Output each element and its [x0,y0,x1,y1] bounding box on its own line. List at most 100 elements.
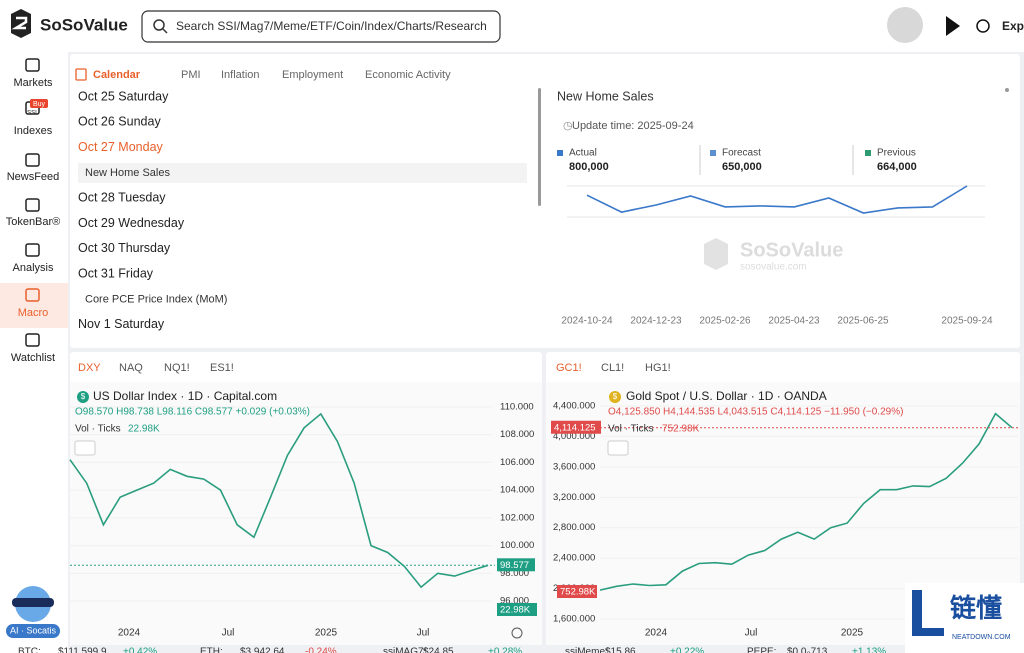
ticker-symbol: ETH: [200,647,223,653]
y-tick-label: 110.000 [500,402,534,413]
nav-icon[interactable] [25,288,40,302]
calendar-event[interactable]: New Home Sales [85,167,170,179]
x-tick-label: 2024-10-24 [561,316,613,327]
chart-tab[interactable]: DXY [78,362,101,374]
chart-tab[interactable]: ES1! [210,362,234,374]
nav-badge [30,99,48,108]
clock-icon[interactable] [976,19,990,33]
ohlc: O98.570 H98.738 L98.116 C98.577 +0.029 (… [75,407,310,418]
symbol-badge-text: $ [613,392,618,401]
y-tick-label: 1,600.000 [553,614,595,625]
ticker-change: -0.24% [305,647,337,653]
calendar-tab[interactable]: Economic Activity [365,69,451,81]
stat-value: 800,000 [569,161,609,173]
nav-label[interactable]: NewsFeed [7,171,60,183]
y-tick-label: 108.000 [500,429,534,440]
x-tick-label: Jul [417,628,430,639]
ohlc: O4,125.850 H4,144.535 L4,043.515 C4,114.… [608,407,903,418]
calendar-date[interactable]: Oct 27 Monday [78,140,164,154]
x-tick-label: 2025 [841,628,864,639]
ticker-price: $15.86 [605,647,636,653]
nav-label[interactable]: TokenBar® [6,216,61,228]
volume-tag-text: 22.98K [500,605,531,616]
calendar-date[interactable]: Oct 31 Friday [78,266,154,280]
x-tick-label: 2024-12-23 [630,316,682,327]
scroll-dot [1005,88,1009,92]
expand-label[interactable]: Expa [1002,19,1024,33]
calendar-date[interactable]: Oct 26 Sunday [78,115,161,129]
ticker-symbol: PEPE: [747,647,776,653]
nav-label[interactable]: Watchlist [11,352,55,364]
calendar-date[interactable]: Oct 29 Wednesday [78,216,185,230]
avatar[interactable] [887,7,923,43]
chart-tab[interactable]: NQ1! [164,362,190,374]
volume-tag [497,603,537,616]
price-tag-text: 4,114.125 [554,422,596,433]
x-tick-label: 2024 [645,628,668,639]
stat-label: Forecast [722,148,761,159]
y-tick-label: 96.000 [500,596,529,607]
chart-tab[interactable]: NAQ [119,362,143,374]
collapse-button[interactable] [74,440,96,456]
nav-icon[interactable] [25,243,40,257]
y-tick-label: 2,800.000 [553,522,595,533]
site-watermark-sub: NEATDOWN.COM [952,634,1011,641]
x-tick-label: 2025 [315,628,338,639]
nav-label[interactable]: Indexes [14,125,53,137]
x-tick-label: 2024 [118,628,141,639]
nav-icon[interactable] [25,333,40,347]
ticker-change: +0.22% [670,647,704,653]
stat-marker [865,150,871,156]
settings-icon[interactable] [511,627,523,639]
calendar-event[interactable]: Core PCE Price Index (MoM) [85,293,227,305]
x-tick-label: 2025-02-26 [699,316,751,327]
y-tick-label: 104.000 [500,485,534,496]
x-tick-label: Jul [222,628,235,639]
play-button[interactable] [946,16,960,36]
clock-icon: ◷ [563,120,573,132]
x-tick-label: 2025-06-25 [837,316,889,327]
assistant-label[interactable]: AI · Socatis [10,625,57,635]
calendar-date[interactable]: Oct 25 Saturday [78,89,169,103]
line-series [586,185,968,214]
y-tick-label: 3,200.000 [553,492,595,503]
logo-icon [11,9,31,38]
x-tick-label: 2025-04-23 [768,316,820,327]
search-box[interactable] [141,10,501,43]
calendar-icon [75,68,87,81]
calendar-date[interactable]: Oct 28 Tuesday [78,190,166,204]
chart-tab[interactable]: HG1! [645,362,671,374]
assistant-pill[interactable] [6,624,60,638]
calendar-tab[interactable]: Inflation [221,69,260,81]
chart-tab[interactable]: GC1! [556,362,582,374]
stat-label: Actual [569,148,597,159]
calendar-tab[interactable]: PMI [181,69,201,81]
x-tick-label: 2025-09-24 [941,316,993,327]
calendar-panel [70,54,1020,348]
ticker-symbol: BTC: [18,647,41,653]
calendar-date[interactable]: Nov 1 Saturday [78,317,165,331]
nav-icon[interactable] [25,153,40,167]
nav-label[interactable]: Analysis [13,262,54,274]
ticker-change: +1.13% [852,647,886,653]
chart-title: Gold Spot / U.S. Dollar · 1D · OANDA [626,389,827,403]
calendar-tab[interactable]: Employment [282,69,343,81]
update-time: Update time: 2025-09-24 [572,120,694,132]
calendar-date[interactable]: Oct 30 Thursday [78,241,171,255]
chart-tab[interactable]: CL1! [601,362,624,374]
y-tick-label: 4,400.000 [553,401,595,412]
calendar-tab[interactable]: Calendar [93,69,141,81]
symbol-badge-text: $ [81,392,86,401]
nav-label[interactable]: Macro [18,307,49,319]
price-tag [497,558,535,572]
nav-icon[interactable] [25,58,40,72]
line-series [599,412,1013,591]
nav-icon[interactable] [25,198,40,212]
logo-text[interactable]: SoSoValue [40,15,128,34]
watermark-box [905,583,1024,653]
nav-label[interactable]: Markets [13,77,53,89]
collapse-button[interactable] [607,440,629,456]
y-tick-label: 98.000 [500,568,529,579]
ticker-symbol: ssiMeme: [565,647,608,653]
